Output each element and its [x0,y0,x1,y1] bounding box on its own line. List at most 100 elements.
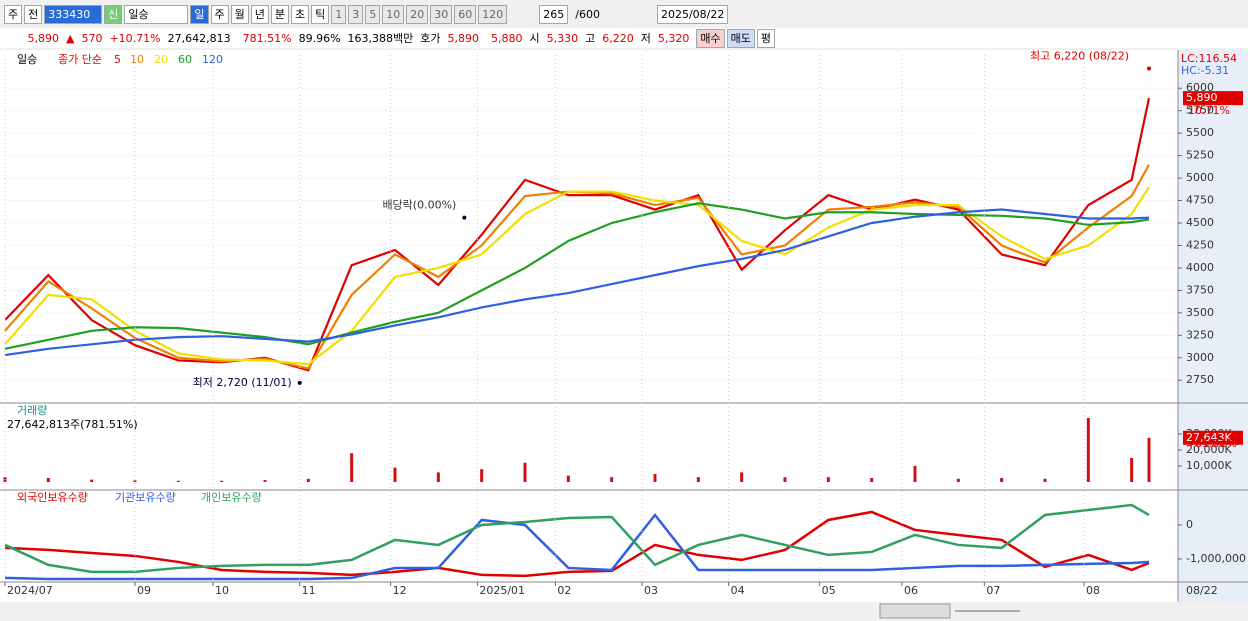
change: 570 [81,31,103,45]
amount: 163,388백만 [347,32,414,45]
volume-bar [870,478,874,482]
volume: 27,642,813 [167,31,231,45]
chart-bg [0,50,1248,602]
volume-bar [1147,437,1151,482]
annotation-point [1147,66,1151,71]
x-tick-label: 05 [822,584,836,597]
lc-label: LC:116.54 [1181,52,1237,65]
price-tag [1183,430,1243,445]
volume-bar [523,462,527,482]
volume-bar [566,475,570,482]
interval-button[interactable]: 60 [454,4,477,24]
interval-button[interactable]: 1 [331,4,347,24]
date[interactable]: 2025/08/22 [656,4,729,24]
interval-button[interactable]: 120 [478,4,508,24]
high: 6,220 [602,31,634,45]
x-tick-label: 2024/07 [7,584,53,597]
bid1: 5,890 [447,31,480,45]
volume-subtitle: 27,642,813주(781.51%) [7,418,138,431]
volume-bar [90,479,94,482]
y-tick-label: 4000 [1186,261,1214,274]
y-tick-label: 3750 [1186,283,1214,296]
volume-bar [653,474,657,482]
sell-button[interactable]: 매도 [726,28,755,48]
y-tick-label: 4750 [1186,194,1214,207]
period-button[interactable]: 년 [250,4,269,24]
period-button[interactable]: 월 [230,4,249,24]
y-tick-label: 5000 [1186,171,1214,184]
x-tick-label: 03 [644,584,658,597]
legend-entry: 120 [202,53,223,66]
y-tick-label: 0 [1186,518,1193,531]
series-line [4,202,1150,350]
stock-name[interactable]: 일승 [124,4,189,24]
legend-entry: 20 [154,53,168,66]
volume-bar [220,480,224,482]
interval-button[interactable]: 10 [382,4,405,24]
count[interactable]: 265 [539,4,569,24]
series-line [4,97,1151,372]
x-tick-label: 2025/01 [479,584,525,597]
interval-button[interactable]: 30 [430,4,453,24]
volume-bar [1086,418,1090,482]
open: 5,330 [546,31,579,45]
code[interactable]: 333430 [44,4,103,24]
annotation: 최저 2,720 (11/01) [193,376,292,389]
volume-bar [956,478,960,482]
interval-button[interactable]: 3 [348,4,364,24]
bid-label: 호가 [420,32,441,45]
open-label: 시 [529,32,540,45]
volume-bar [46,478,50,482]
volume-bar [826,477,830,482]
x-tick-label: 08 [1086,584,1100,597]
volume-bar [350,453,354,482]
period-button[interactable]: 일 [190,4,209,24]
badge: 신 [104,4,123,24]
low-label: 저 [640,32,651,45]
arrow: ▲ [66,31,75,45]
period-button[interactable]: 주 [210,4,229,24]
x-tick-label: 11 [302,584,316,597]
volume-bar [1130,458,1134,482]
x-tick-label: 07 [986,584,1000,597]
period-button[interactable]: 초 [291,4,310,24]
y-tick-label: 2750 [1186,373,1214,386]
volume-bar [696,477,700,482]
chart: 2750 3000 3250 3500 3750 4000 4250 4500 4750 5000… [0,50,1248,621]
y-tick-label: 3500 [1186,306,1214,319]
price: 5,890 [27,31,60,45]
series-line [4,208,1150,357]
y-tick-label: 10,000K [1186,459,1232,472]
y-tick-label: 20,000K [1186,443,1232,456]
avg-button[interactable]: 평 [756,28,776,48]
change-pct: +10.71% [109,31,161,45]
interval-button[interactable]: 5 [365,4,381,24]
high-label: 고 [585,32,596,45]
ma-label: 종가 단순 [58,53,102,66]
annotation-point [297,380,302,385]
annotation-point [462,215,467,220]
y-tick-label: -1,000,000 [1186,552,1246,565]
y-tick-label: 3000 [1186,351,1214,364]
buy-button[interactable]: 매수 [696,28,725,48]
series-line [4,503,1150,574]
vol-ratio: 781.51% [242,31,292,45]
y-tick-label: 4500 [1186,216,1214,229]
x-tick-label: 10 [215,584,229,597]
annotation: 배당락(0.00%) [382,199,456,212]
scroll-buttons[interactable] [879,603,951,619]
market[interactable]: 주 [4,4,23,24]
interval-button[interactable]: 20 [406,4,429,24]
x-tick-label: 12 [393,584,407,597]
series-line [4,186,1150,366]
kind[interactable]: 전 [24,4,43,24]
last-date: 08/22 [1186,584,1218,597]
series-line [4,512,1150,581]
volume-bar [913,466,917,482]
legend-entry: 5 [114,53,121,66]
period-button[interactable]: 틱 [311,4,330,24]
volume-bar [176,480,180,482]
legend-entry: 개인보유수량 [201,491,262,504]
period-button[interactable]: 분 [270,4,289,24]
y-tick-label: 6000 [1186,81,1214,94]
